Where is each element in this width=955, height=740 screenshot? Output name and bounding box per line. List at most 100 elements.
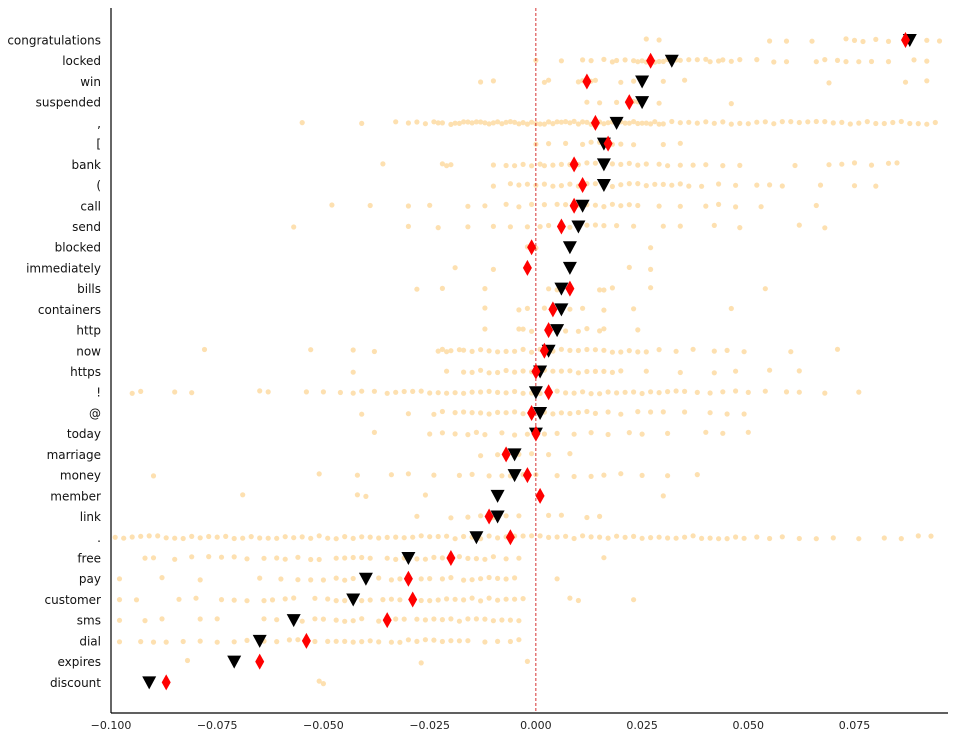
data-point: [682, 409, 688, 415]
data-point: [614, 390, 620, 396]
data-point: [851, 37, 858, 44]
x-tick-label: 0.075: [839, 719, 871, 732]
data-point: [291, 224, 297, 230]
data-point: [754, 534, 760, 540]
data-point: [677, 369, 683, 376]
data-point: [435, 225, 441, 231]
data-point: [197, 535, 203, 541]
data-point: [405, 120, 411, 126]
data-point: [762, 119, 768, 125]
data-point: [478, 79, 484, 85]
data-point: [469, 577, 475, 583]
data-point: [333, 555, 339, 561]
data-point: [414, 556, 420, 562]
data-point: [813, 536, 819, 542]
data-point: [660, 493, 666, 499]
data-point: [754, 182, 760, 188]
data-point: [499, 617, 505, 623]
data-point: [456, 120, 462, 126]
data-point: [320, 389, 326, 395]
data-point: [337, 389, 343, 396]
data-point: [546, 286, 552, 292]
data-point: [448, 162, 454, 168]
data-point: [180, 638, 186, 645]
y-tick-label: (: [96, 179, 101, 193]
data-point: [486, 348, 492, 354]
data-point: [660, 121, 666, 127]
data-point: [694, 57, 700, 63]
data-point: [597, 287, 603, 293]
data-point: [511, 388, 518, 395]
data-point: [563, 390, 569, 396]
data-point: [482, 326, 488, 332]
data-point: [822, 119, 828, 125]
data-point: [511, 596, 518, 602]
data-point: [384, 534, 390, 541]
data-point: [669, 182, 675, 188]
diamond-marker: [544, 384, 554, 401]
data-point: [482, 286, 488, 292]
data-point: [116, 576, 123, 582]
data-point: [354, 472, 360, 478]
data-point: [312, 595, 318, 601]
data-point: [206, 533, 212, 540]
data-point: [868, 58, 875, 65]
data-point: [422, 617, 428, 623]
data-point: [520, 368, 526, 374]
data-point: [558, 410, 565, 416]
data-point: [541, 431, 548, 437]
data-point: [350, 618, 356, 624]
data-point: [618, 471, 624, 477]
data-point: [507, 119, 513, 125]
data-point: [189, 390, 195, 396]
data-point: [452, 390, 458, 396]
x-tick-label: −0.050: [303, 719, 344, 732]
data-point: [711, 370, 717, 376]
data-point: [839, 119, 845, 125]
diamond-marker: [556, 218, 566, 235]
data-point: [414, 616, 420, 622]
data-point: [631, 119, 637, 125]
data-point: [431, 637, 437, 643]
data-point: [609, 59, 616, 65]
data-point: [656, 121, 662, 127]
data-point: [758, 204, 764, 210]
data-point: [486, 388, 492, 394]
data-point: [635, 327, 641, 333]
data-point: [575, 328, 582, 334]
data-point: [924, 121, 930, 127]
data-point: [537, 161, 543, 167]
data-point: [652, 119, 658, 125]
data-point: [393, 534, 399, 540]
data-point: [456, 618, 462, 624]
data-point: [648, 266, 654, 272]
data-point: [248, 534, 254, 540]
triangle-marker: [346, 593, 361, 607]
data-point: [495, 575, 501, 582]
data-point: [554, 201, 560, 207]
data-point: [431, 472, 437, 478]
data-point: [597, 513, 603, 520]
data-point: [745, 429, 751, 435]
data-point: [299, 120, 305, 126]
data-point: [376, 618, 382, 624]
data-point: [312, 638, 318, 645]
y-tick-label: https: [70, 365, 101, 379]
diamond-marker: [901, 32, 910, 48]
data-point: [830, 120, 836, 126]
data-point: [427, 202, 433, 208]
data-point: [584, 222, 590, 228]
data-point: [609, 161, 616, 167]
data-point: [575, 79, 582, 85]
data-point: [499, 121, 505, 127]
diamond-marker: [531, 363, 541, 380]
triangle-marker: [490, 510, 505, 524]
data-point: [350, 535, 356, 542]
data-point: [631, 533, 637, 540]
data-point: [465, 432, 471, 438]
data-point: [482, 639, 488, 645]
data-point: [550, 411, 556, 417]
data-point: [660, 181, 666, 187]
data-point: [783, 38, 790, 44]
data-point: [465, 203, 471, 209]
